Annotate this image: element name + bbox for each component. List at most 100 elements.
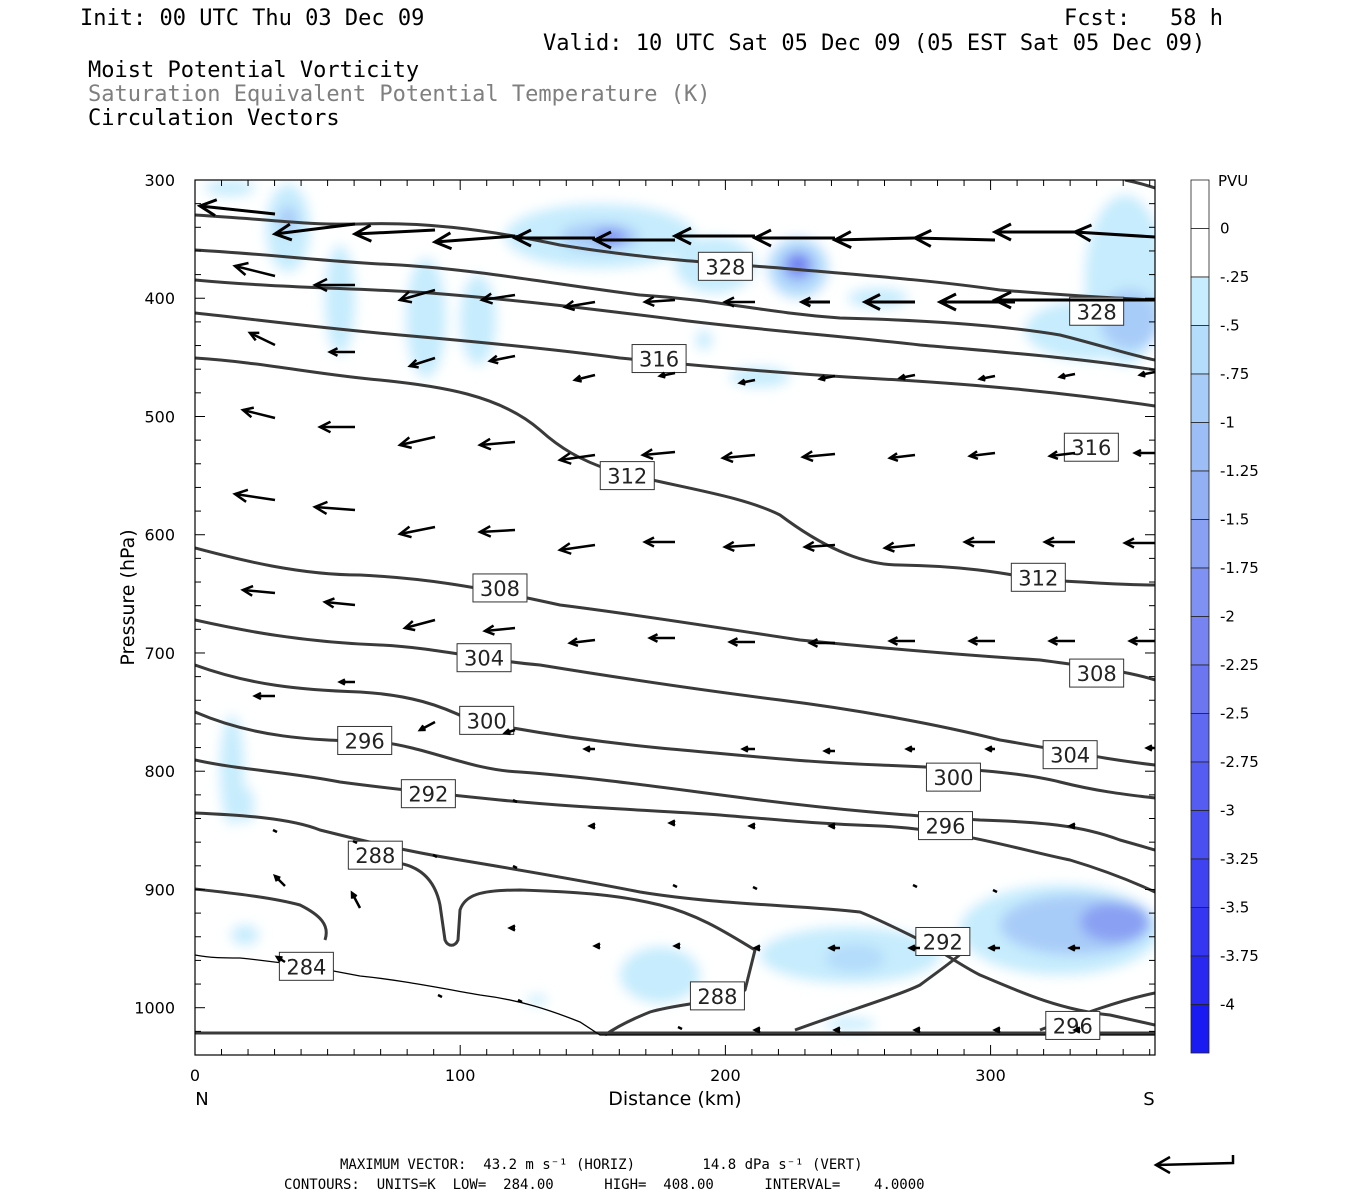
vector-shaft <box>804 543 836 549</box>
vector-shaft <box>234 492 276 502</box>
y-tick-label: 1000 <box>134 999 175 1018</box>
vector-head <box>562 299 576 312</box>
vector-head <box>1071 223 1093 243</box>
colorbar-swatch <box>1190 810 1210 860</box>
vector-arrow <box>587 822 596 830</box>
vector-arrow <box>273 874 286 887</box>
vector-head <box>897 373 906 381</box>
contour-label: 308 <box>1069 658 1125 688</box>
vector-arrow <box>991 222 1075 242</box>
vector-arrow <box>827 944 840 952</box>
vector-head <box>1047 450 1059 461</box>
vector-shaft <box>242 588 276 595</box>
contour-label: 296 <box>917 811 973 841</box>
contour-label-text: 312 <box>1018 566 1058 590</box>
contour-label-text: 284 <box>286 955 326 979</box>
colorbar-unit: PVU <box>1218 172 1248 190</box>
vector-shaft <box>324 600 356 607</box>
vector-arrow <box>904 745 915 753</box>
vector-arrow <box>274 955 286 964</box>
vector-arrow <box>592 942 601 950</box>
contour-label: 312 <box>1010 562 1066 592</box>
vector-arrow <box>882 541 916 553</box>
contour-label-text: 288 <box>697 985 737 1009</box>
vector-arrow <box>752 1026 761 1034</box>
vector-shaft <box>249 331 276 347</box>
vector-shaft <box>409 356 436 368</box>
vector-arrow <box>667 819 676 827</box>
contour-label: 284 <box>278 951 334 981</box>
vector-arrow <box>822 747 835 755</box>
vector-head <box>751 228 772 248</box>
vector-head <box>582 745 591 753</box>
colorbar-label: -3 <box>1220 802 1235 820</box>
colorbar-label: -2.75 <box>1220 753 1259 771</box>
vector-head <box>507 924 516 932</box>
vector-arrow <box>479 292 516 305</box>
vector-head <box>907 944 916 952</box>
y-axis-label: Pressure (hPa) <box>117 529 139 665</box>
vector-head <box>911 229 932 248</box>
contour-label-text: 316 <box>639 348 679 372</box>
vector-shaft <box>199 204 276 216</box>
pv-blob <box>696 330 712 350</box>
vector-shaft <box>569 638 596 645</box>
vector-head <box>967 450 979 461</box>
vector-head <box>417 724 426 732</box>
colorbar-swatch <box>1190 276 1210 326</box>
vector-dot <box>437 993 443 999</box>
vector-arrow <box>350 890 362 909</box>
vector-shaft <box>889 453 916 460</box>
vector-head <box>232 261 249 276</box>
contour-label: 316 <box>631 344 687 374</box>
vector-head <box>1067 944 1076 952</box>
vector-head <box>977 374 986 382</box>
vector-head <box>1137 370 1146 378</box>
contour-label-box <box>1069 296 1125 326</box>
vector-arrow <box>967 450 996 461</box>
contour-label-text: 308 <box>1077 662 1117 686</box>
contour-label: 296 <box>1045 1010 1101 1040</box>
vector-shaft <box>1049 451 1076 458</box>
vector-head <box>511 228 532 248</box>
vector-arrow <box>322 597 356 609</box>
y-tick-label: 800 <box>144 762 175 781</box>
vector-arrow <box>831 230 916 249</box>
vector-arrow <box>317 420 355 434</box>
vector-shaft <box>242 408 276 420</box>
vector-dot <box>677 1025 683 1031</box>
vector-head <box>1067 822 1076 830</box>
vector-shaft <box>479 440 516 447</box>
vector-head <box>936 292 957 312</box>
colorbar-swatch <box>1190 1004 1210 1054</box>
vector-head <box>274 955 283 963</box>
vector-arrow <box>417 720 436 732</box>
contour-label-box <box>347 840 403 870</box>
vector-shaft <box>350 892 362 909</box>
vector-head <box>640 448 654 461</box>
max-vector-note: MAXIMUM VECTOR: 43.2 m s⁻¹ (HORIZ) 14.8 … <box>340 1157 863 1173</box>
vector-head <box>502 728 511 736</box>
colorbar-swatch <box>1190 228 1210 278</box>
pv-blob <box>1080 902 1150 942</box>
vector-head <box>273 874 281 882</box>
pv-blob <box>527 995 547 1005</box>
vector-shaft <box>354 228 436 236</box>
vector-head <box>747 822 756 830</box>
vector-head <box>962 536 975 548</box>
contour-label-text: 328 <box>1077 300 1117 324</box>
contour-label-text: 296 <box>1053 1014 1093 1038</box>
vector-arrow <box>1132 448 1155 458</box>
plot-frame <box>194 179 1156 1056</box>
vector-arrow <box>987 944 1000 952</box>
colorbar-swatch <box>1190 955 1210 1005</box>
colorbar-label: -.5 <box>1220 317 1240 335</box>
vector-arrow <box>727 637 755 647</box>
vector-head <box>557 542 572 555</box>
contour-line <box>195 356 1155 587</box>
vector-head <box>752 1026 761 1034</box>
vector-arrow <box>557 452 596 465</box>
vector-head <box>240 406 255 419</box>
contour-line <box>195 278 1155 372</box>
vector-dot <box>752 885 758 891</box>
